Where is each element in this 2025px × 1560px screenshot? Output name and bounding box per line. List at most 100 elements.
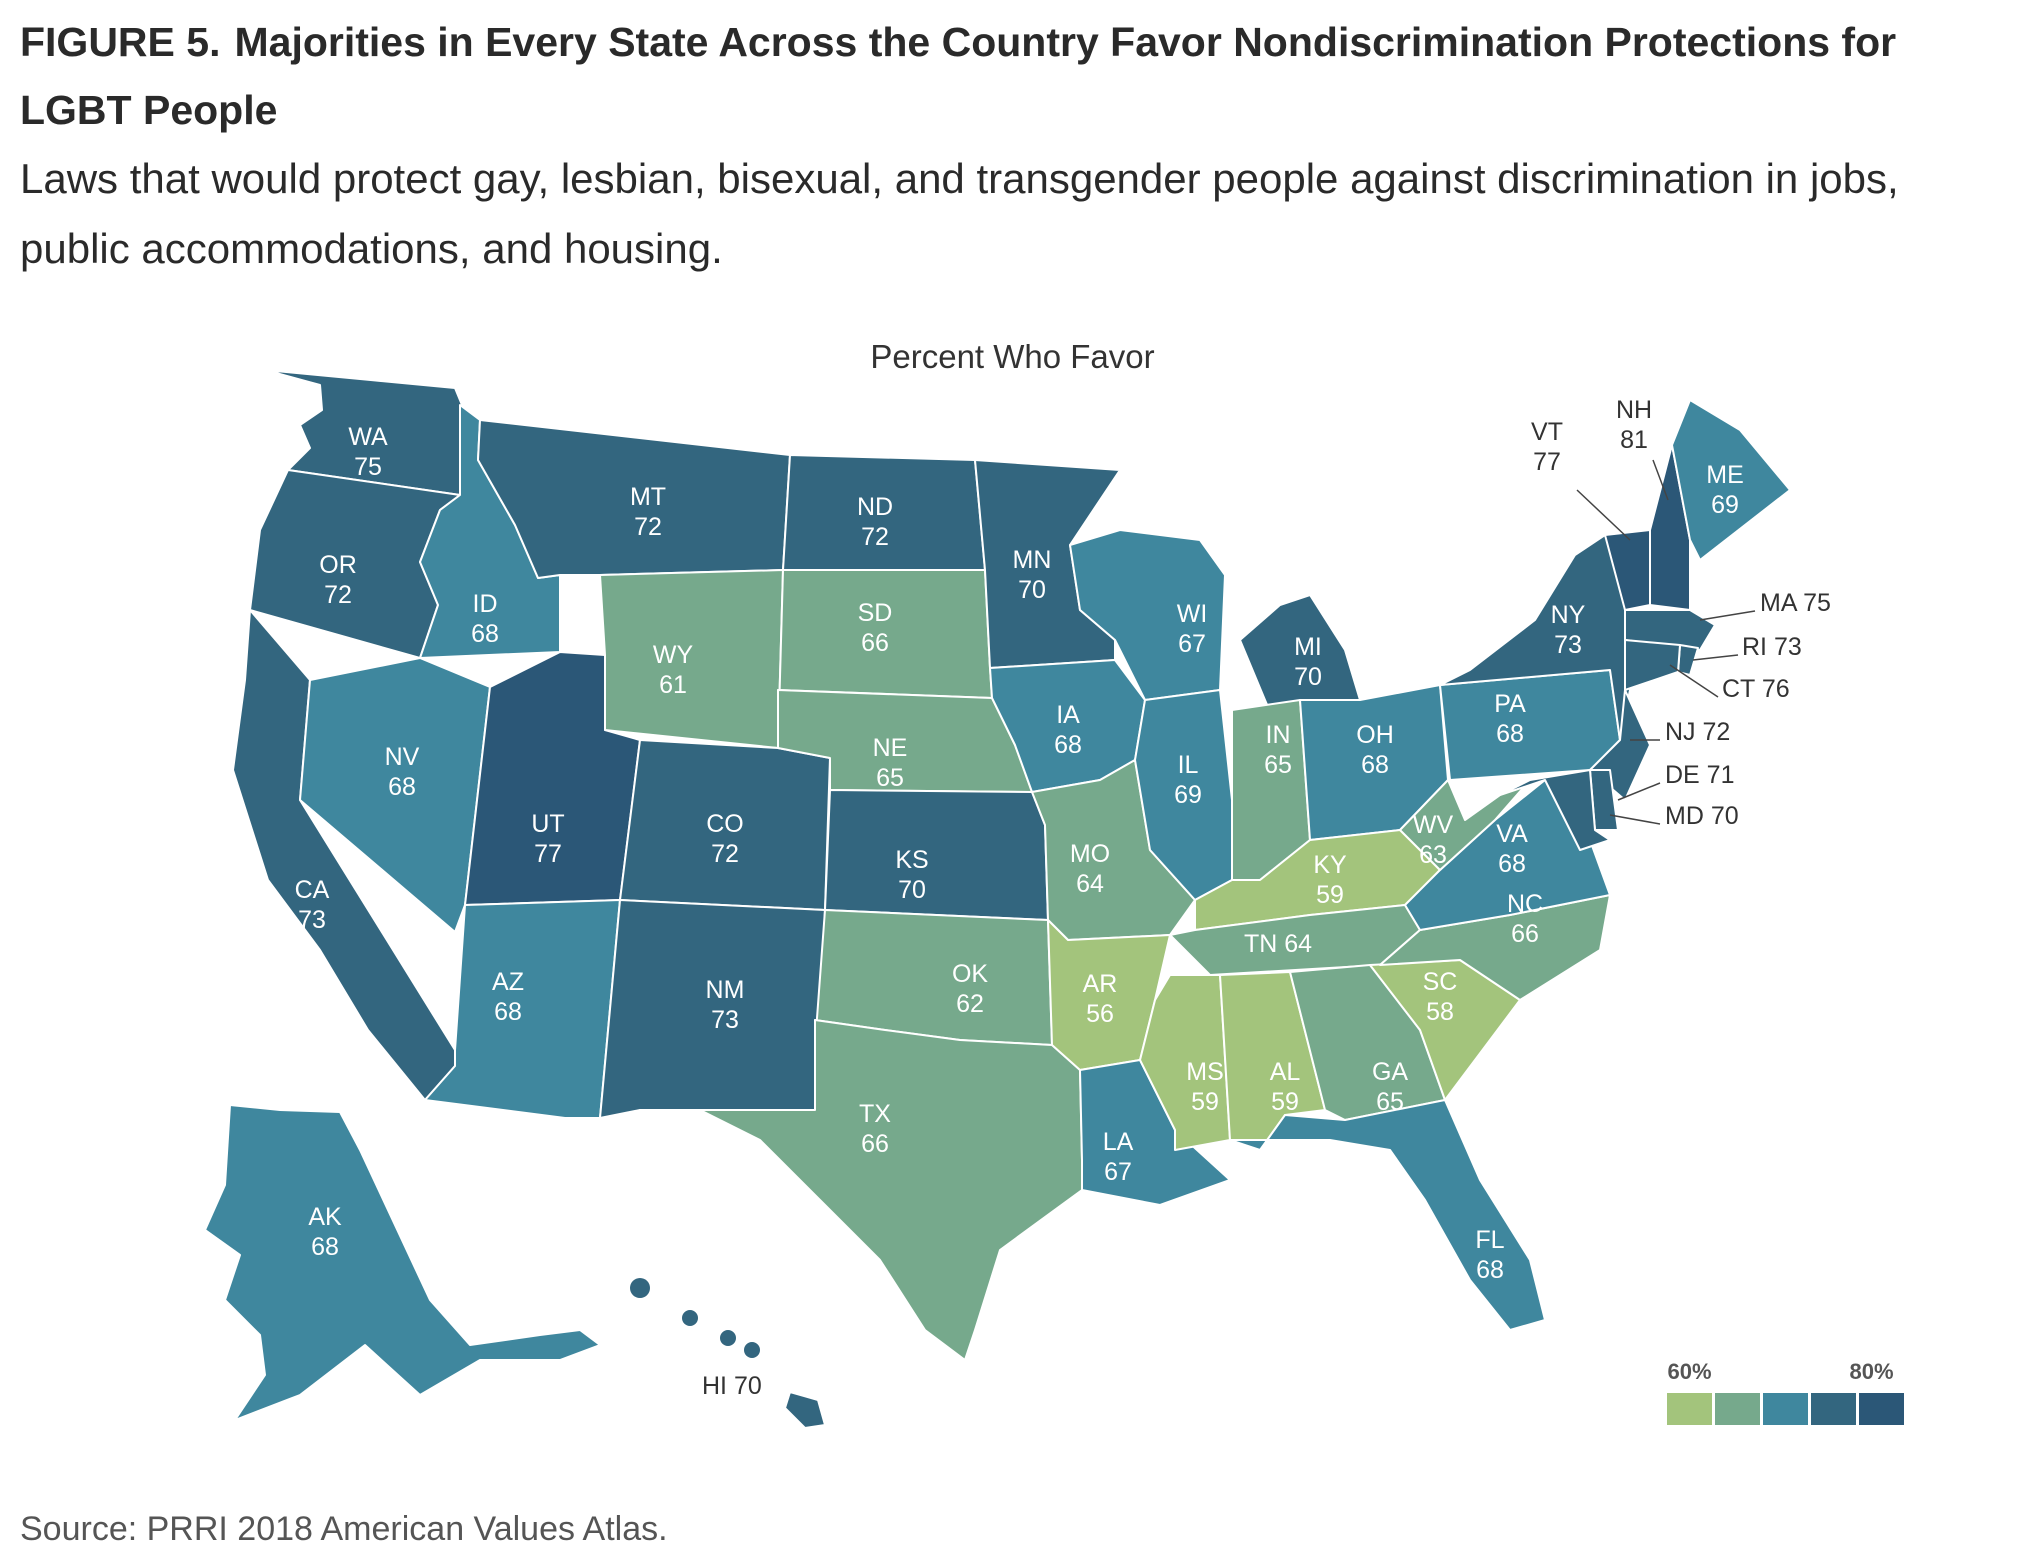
state-label-wi: WI	[1177, 600, 1208, 628]
state-value-or: 72	[324, 581, 352, 609]
state-label-ny: NY	[1551, 601, 1586, 629]
state-value-ne: 65	[876, 764, 904, 792]
state-label-il: IL	[1178, 751, 1199, 779]
state-label-id: ID	[473, 590, 498, 618]
state-value-mn: 70	[1018, 576, 1046, 604]
state-value-sc: 58	[1426, 998, 1454, 1026]
state-ct	[1624, 639, 1681, 691]
source-note: Source: PRRI 2018 American Values Atlas.	[20, 1510, 668, 1548]
state-value-ca: 73	[298, 906, 326, 934]
leader-line-md	[1609, 814, 1661, 825]
state-value-wy: 61	[659, 671, 687, 699]
state-hi	[784, 1391, 826, 1429]
state-wv	[1399, 779, 1531, 871]
figure-label: FIGURE 5.	[20, 19, 221, 65]
legend-swatch-4	[1811, 1393, 1856, 1425]
state-label-ks: KS	[895, 846, 928, 874]
state-label-fl: FL	[1475, 1226, 1504, 1254]
state-value-al: 59	[1271, 1088, 1299, 1116]
state-label-ak: AK	[308, 1203, 342, 1231]
state-label-wa: WA	[348, 423, 388, 451]
state-label-nm: NM	[706, 976, 745, 1004]
state-label-mi: MI	[1294, 633, 1322, 661]
map-title: Percent Who Favor	[870, 338, 1155, 375]
state-label-mo: MO	[1070, 840, 1110, 868]
state-label-or: OR	[319, 551, 357, 579]
state-value-ar: 56	[1086, 1000, 1114, 1028]
states-layer	[204, 369, 1791, 1429]
state-label-nv: NV	[385, 743, 420, 771]
figure-title: FIGURE 5. Majorities in Every State Acros…	[20, 8, 2010, 144]
us-choropleth-map: WA75OR72CA73ID68NV68UT77AZ68MT72WY61CO72…	[204, 369, 1904, 1429]
state-ks	[824, 789, 1049, 921]
state-value-nc: 66	[1511, 920, 1539, 948]
state-label-md: MD 70	[1665, 802, 1739, 830]
state-value-ga: 65	[1376, 1088, 1404, 1116]
state-value-ks: 70	[898, 876, 926, 904]
callout-leader-lines	[1576, 459, 1756, 825]
state-nh	[1649, 444, 1691, 611]
leader-line-ct	[1669, 664, 1719, 698]
state-label-ok: OK	[952, 960, 988, 988]
state-value-me: 69	[1711, 491, 1739, 519]
state-label-ia: IA	[1056, 701, 1080, 729]
state-value-wi: 67	[1178, 630, 1206, 658]
state-label-mn: MN	[1013, 546, 1052, 574]
state-value-wv: 63	[1419, 841, 1447, 869]
state-value-sd: 66	[861, 629, 889, 657]
state-hi-island-3	[720, 1330, 736, 1346]
state-hi-island-1	[630, 1278, 650, 1298]
leader-line-ma	[1699, 610, 1756, 621]
state-label-nd: ND	[857, 493, 893, 521]
state-value-mt: 72	[634, 513, 662, 541]
state-value-la: 67	[1104, 1158, 1132, 1186]
leader-line-vt	[1576, 489, 1631, 541]
state-wa	[264, 369, 463, 496]
state-label-de: DE 71	[1665, 761, 1734, 789]
state-az	[424, 899, 621, 1119]
state-label-ma: MA 75	[1760, 589, 1831, 617]
state-value-nv: 68	[388, 773, 416, 801]
state-value-va: 68	[1498, 850, 1526, 878]
state-label-hi: HI 70	[702, 1372, 762, 1400]
state-value-ut: 77	[534, 840, 562, 868]
state-value-ky: 59	[1316, 881, 1344, 909]
legend-swatch-3	[1763, 1393, 1808, 1425]
state-value-nd: 72	[861, 523, 889, 551]
leader-line-nh	[1652, 459, 1669, 501]
state-label-ky: KY	[1313, 851, 1347, 879]
state-value-id: 68	[471, 620, 499, 648]
state-labels: WA75OR72CA73ID68NV68UT77AZ68MT72WY61CO72…	[295, 396, 1831, 1400]
state-label-vt: VT	[1531, 418, 1563, 446]
state-mo	[1031, 759, 1196, 941]
state-label-nj: NJ 72	[1665, 718, 1730, 746]
state-label-la: LA	[1103, 1128, 1134, 1156]
state-label-nh: NH	[1616, 396, 1652, 424]
state-md	[1499, 769, 1611, 851]
state-label-sc: SC	[1423, 968, 1458, 996]
state-value-nh: 81	[1620, 426, 1648, 454]
state-label-ar: AR	[1083, 970, 1118, 998]
leader-line-ri	[1692, 654, 1739, 661]
state-label-tx: TX	[859, 1100, 891, 1128]
legend-swatch-5	[1859, 1393, 1904, 1425]
state-label-tn: TN 64	[1244, 930, 1312, 958]
state-value-wa: 75	[354, 453, 382, 481]
state-ak	[204, 1104, 601, 1421]
state-label-oh: OH	[1356, 721, 1394, 749]
state-label-ri: RI 73	[1742, 633, 1802, 661]
legend: 60% 80%	[1667, 1359, 1904, 1425]
state-label-ne: NE	[873, 734, 908, 762]
state-value-nm: 73	[711, 1006, 739, 1034]
state-value-mo: 64	[1076, 870, 1104, 898]
state-value-in: 65	[1264, 751, 1292, 779]
state-hi-island-2	[682, 1310, 698, 1326]
state-label-wv: WV	[1413, 811, 1454, 839]
state-hi-island-4	[744, 1342, 760, 1358]
state-label-va: VA	[1496, 820, 1528, 848]
state-label-al: AL	[1270, 1058, 1301, 1086]
state-pa	[1439, 669, 1621, 781]
figure-subtitle: Laws that would protect gay, lesbian, bi…	[20, 155, 1899, 272]
state-label-ca: CA	[295, 876, 330, 904]
state-tx	[639, 1019, 1083, 1361]
